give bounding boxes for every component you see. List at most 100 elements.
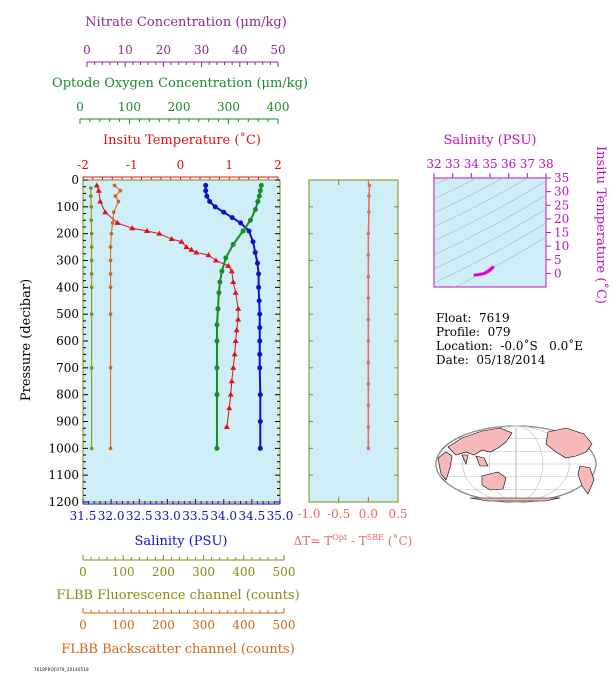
delta-t-tick-label: -0.5 (327, 507, 350, 521)
oxygen-tick-label: 0 (76, 100, 84, 114)
delta-t-panel-background (308, 179, 399, 503)
salinity-point (250, 239, 256, 245)
delta-t-point (366, 382, 371, 386)
fluorescence-point (89, 245, 94, 249)
salinity-point (257, 311, 263, 317)
nitrate-tick-label: 50 (270, 43, 285, 57)
temperature-tick-label: 2 (274, 158, 282, 172)
map-land (437, 427, 595, 502)
salinity-tick-label: 32.0 (98, 509, 125, 523)
oxygen-point (230, 241, 236, 247)
temperature-axis-title: Insitu Temperature (˚C) (103, 132, 261, 148)
fluorescence-point (89, 258, 94, 263)
delta-t-point (367, 194, 371, 198)
ts-density-contour (434, 180, 546, 242)
ts-point (473, 273, 477, 277)
delta-t-panel: -1.0 -0.5 0.0 0.5 ΔT= TOpt - TSBE (˚C) (294, 179, 412, 548)
float-id-text: Float: 7619 (436, 311, 510, 325)
delta-t-point (366, 317, 371, 322)
temperature-tick-label: 1 (225, 158, 233, 172)
land-north-america (545, 427, 593, 459)
ts-density-contour (434, 97, 546, 157)
pressure-tick-label: 200 (56, 227, 79, 241)
ts-temperature-axis-title: Insitu Temperature (˚C) (593, 146, 609, 304)
fluorescence-tick-label: 500 (273, 565, 296, 579)
ts-point (491, 265, 495, 269)
ts-density-contour (434, 222, 546, 284)
fluorescence-point (89, 231, 94, 236)
salinity-point (212, 204, 218, 210)
ts-temperature-tick-label: 10 (554, 239, 569, 253)
backscatter-tick-label: 400 (232, 618, 255, 632)
salinity-point (207, 198, 213, 204)
salinity-point (257, 419, 263, 424)
fluorescence-tick-label: 200 (152, 565, 175, 579)
fluorescence-point (89, 285, 94, 290)
backscatter-point (113, 194, 118, 198)
backscatter-point (108, 272, 113, 276)
ts-density-contour (434, 178, 450, 186)
temperature-point (212, 257, 219, 263)
backscatter-point (108, 258, 113, 263)
oxygen-point (255, 198, 261, 204)
salinity-point (256, 298, 262, 304)
temperature-point (168, 236, 175, 242)
backscatter-point (110, 221, 115, 225)
backscatter-point (109, 231, 114, 236)
oxygen-tick-label: 400 (267, 100, 290, 114)
ts-temperature-tick-label: 0 (554, 266, 562, 280)
temperature-tick-label: -2 (77, 158, 89, 172)
temperature-axis: Insitu Temperature (˚C) -2 -1 0 1 2 (77, 132, 282, 182)
ts-density-contour (434, 178, 529, 228)
salinity-point (238, 220, 244, 226)
main-profile-panel: 0 100 200 300 400 500 600 700 800 900 1000 1100 1200… (19, 173, 281, 509)
ts-temperature-tick-label: 15 (554, 226, 569, 240)
temperature-point (102, 209, 109, 215)
fluorescence-tick-label: 0 (79, 565, 87, 579)
salinity-tick-label: 31.5 (70, 509, 97, 523)
delta-t-point (366, 253, 371, 257)
nitrate-tick-label: 10 (118, 43, 133, 57)
delta-t-point (366, 403, 371, 408)
temperature-point (233, 327, 240, 333)
fluorescence-point (89, 186, 93, 190)
salinity-tick-label: 34.5 (238, 509, 265, 523)
backscatter-point (111, 210, 116, 214)
date-text: Date: 05/18/2014 (436, 353, 546, 367)
ts-density-contour (434, 178, 478, 200)
temperature-point (114, 219, 121, 225)
delta-t-point (366, 296, 371, 300)
pressure-tick-label: 0 (71, 173, 79, 187)
fluorescence-tick-label: 100 (112, 565, 135, 579)
land-antarctica (469, 497, 561, 502)
ts-salinity-tick-label: 38 (538, 157, 553, 171)
oxygen-tick-label: 100 (118, 100, 141, 114)
delta-t-point (366, 231, 371, 236)
ts-salinity-axis-title: Salinity (PSU) (444, 133, 537, 148)
nitrate-tick-label: 40 (232, 43, 247, 57)
temperature-point (226, 405, 233, 411)
fluorescence-point (89, 312, 94, 316)
delta-t-point (366, 446, 371, 451)
fluorescence-point (89, 272, 94, 276)
temperature-point (188, 246, 195, 252)
pressure-tick-label: 1200 (48, 495, 79, 509)
salinity-point (256, 271, 262, 277)
fluorescence-tick-label: 300 (192, 565, 215, 579)
pressure-tick-label: 1000 (48, 441, 79, 455)
ts-salinity-tick-label: 37 (520, 157, 535, 171)
salinity-point (257, 351, 263, 357)
salinity-point (257, 392, 263, 398)
pressure-tick-label: 800 (56, 388, 79, 402)
ts-density-contour (434, 194, 546, 256)
salinity-point (257, 445, 263, 451)
salinity-axis: 31.5 32.0 32.5 33.0 33.5 34.0 34.5 35.0 Salinit… (70, 499, 293, 549)
oxygen-point (219, 268, 225, 274)
oxygen-point (214, 365, 220, 371)
salinity-point (203, 182, 209, 188)
ts-density-contour (434, 55, 546, 115)
nitrate-tick-label: 20 (156, 43, 171, 57)
profile-text: Profile: 079 (436, 325, 511, 339)
salinity-point (254, 260, 260, 266)
temperature-point (230, 278, 237, 284)
